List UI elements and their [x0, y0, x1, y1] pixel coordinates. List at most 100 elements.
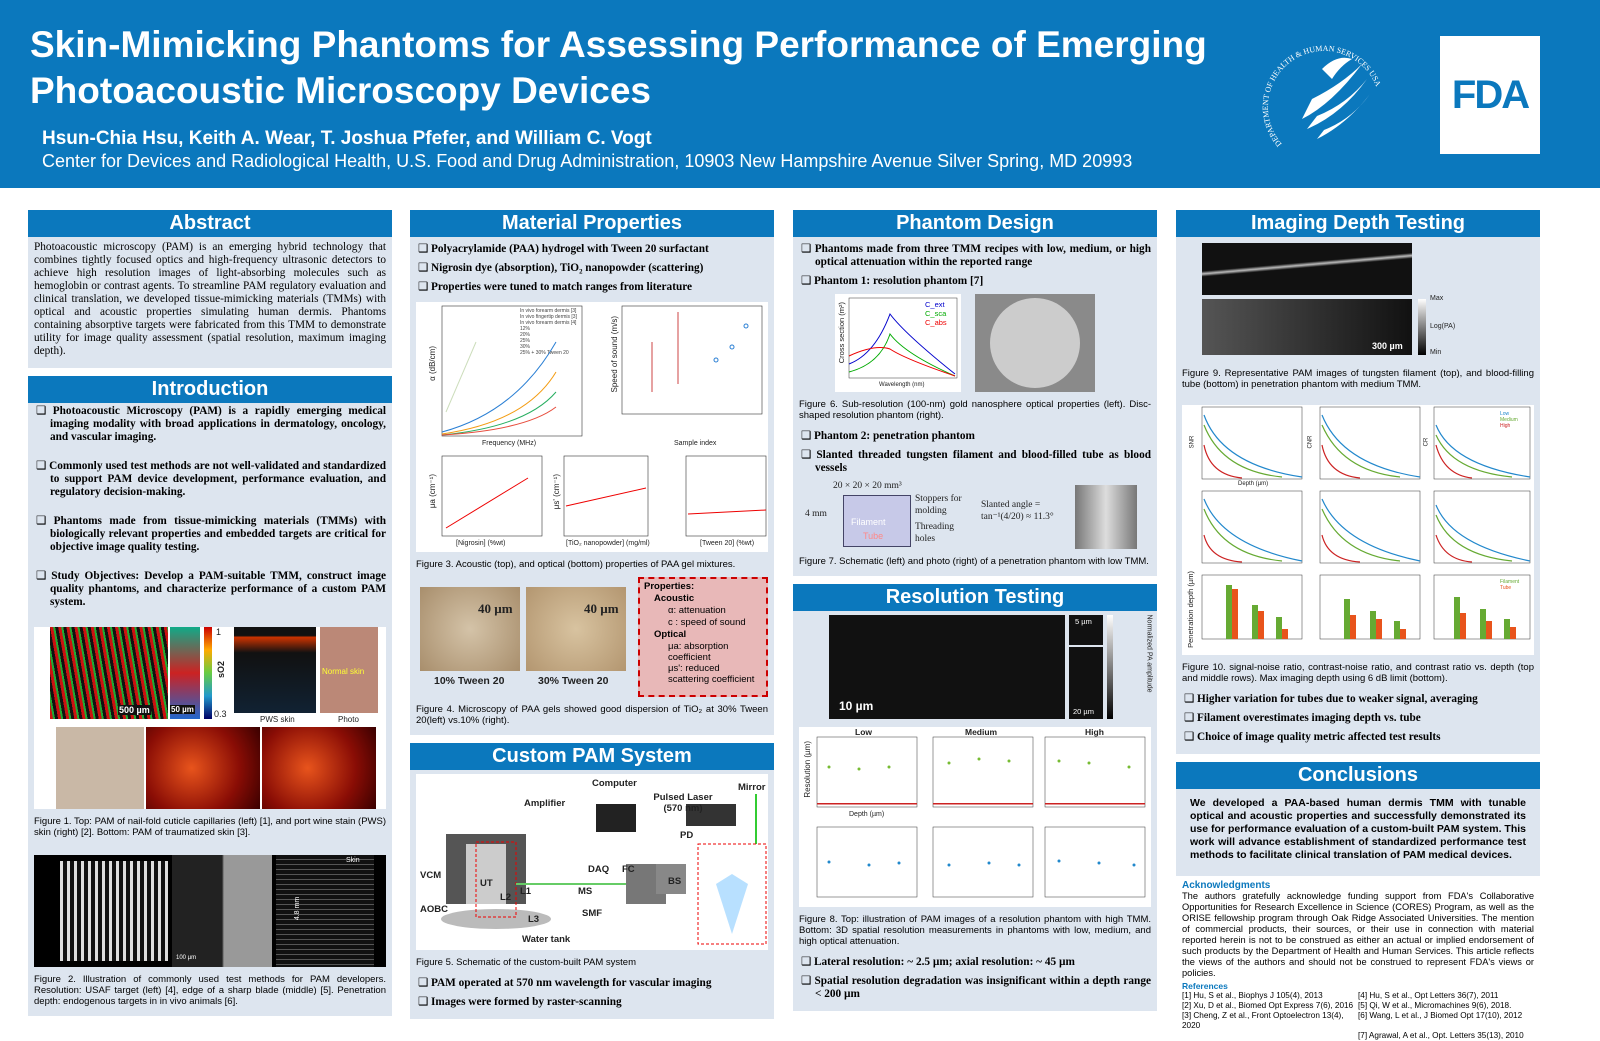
- legend-entry: 30%: [520, 344, 531, 350]
- reference-item: [5] Qi, W et al., Micromachines 9(6), 20…: [1358, 1001, 1512, 1010]
- so2-colorbar: [204, 627, 212, 719]
- figure-1-caption: Figure 1. Top: PAM of nail-fold cuticle …: [34, 816, 386, 838]
- depth-metric-plots: [1201, 406, 1531, 640]
- figure-7: 20 × 20 × 20 mm³ 4 mm Filament Tube Stop…: [799, 481, 1151, 551]
- legend-entry: In vivo forearm dermis [4]: [520, 320, 577, 326]
- figure-4: 40 µm 10% Tween 20 40 µm 30% Tween 20 Pr…: [416, 577, 768, 697]
- capillary-image: [50, 627, 168, 719]
- axis-label: [TiO₂ nanopowder] (mg/ml): [566, 540, 650, 547]
- figure-6: Cross section (m²) C_ext C_sca C_abs Wav…: [799, 294, 1151, 394]
- legend-entry: C_abs: [925, 318, 947, 327]
- figure-6-caption: Figure 6. Sub-resolution (100-nm) gold n…: [799, 399, 1151, 421]
- resolution-plots: [816, 736, 1146, 898]
- legend-entry: 20%: [520, 332, 531, 338]
- tube-label: Tube: [863, 531, 884, 541]
- depth-heading: Imaging Depth Testing: [1176, 210, 1540, 237]
- reference-item: [2] Xu, D et al., Biomed Opt Express 7(6…: [1182, 1001, 1354, 1010]
- depth-section: Imaging Depth Testing 300 µm Max Log(PA)…: [1176, 210, 1540, 754]
- component-label: MS: [578, 886, 593, 897]
- depth-bullet: Filament overestimates imaging depth vs.…: [1176, 710, 1540, 729]
- hhs-seal-logo: DEPARTMENT OF HEALTH & HUMAN SERVICES US…: [1262, 44, 1383, 149]
- affiliation: Center for Devices and Radiological Heal…: [42, 151, 1133, 171]
- figure-3-caption: Figure 3. Acoustic (top), and optical (b…: [416, 559, 736, 570]
- acknowledgments-heading: Acknowledgments: [1182, 880, 1271, 891]
- pam-bullet: Images were formed by raster-scanning: [410, 994, 774, 1013]
- phantom-design-section: Phantom Design Phantoms made from three …: [793, 210, 1157, 576]
- legend-entry: C_ext: [925, 300, 945, 309]
- component-label: VCM: [420, 870, 442, 881]
- intro-bullet: Commonly used test methods are not well-…: [28, 458, 392, 503]
- poster-title: Skin-Mimicking Phantoms for Assessing Pe…: [30, 24, 1207, 111]
- stoppers-label: Stoppers for molding: [915, 494, 962, 516]
- lateral-zoom: [1069, 615, 1103, 645]
- skin-label: Skin: [346, 857, 360, 864]
- material-bullet: Polyacrylamide (PAA) hydrogel with Tween…: [410, 241, 774, 260]
- component-label: Amplifier: [524, 798, 566, 809]
- pam-system-heading: Custom PAM System: [410, 743, 774, 770]
- phantom-bullet: Phantom 1: resolution phantom [7]: [793, 273, 1157, 292]
- figure-3: α (dB/cm) Speed of sound (m/s) μa (cm⁻¹)…: [416, 302, 768, 552]
- traumatized-pam-1: [146, 727, 260, 809]
- component-label: L2: [500, 892, 512, 903]
- scale-label: 300 µm: [1372, 341, 1403, 351]
- dimension-label: 20 × 20 × 20 mm³: [833, 481, 902, 491]
- scale-label: 5 µm: [1075, 617, 1092, 626]
- legend-entry: Tube: [1500, 585, 1512, 591]
- reference-item: [7] Agrawal, A et al., Opt. Letters 35(1…: [1358, 1031, 1524, 1040]
- colorbar-label: sO2: [216, 661, 226, 679]
- figure-10-caption: Figure 10. signal-noise ratio, contrast-…: [1182, 662, 1534, 684]
- axis-label: μs' (cm⁻¹): [552, 474, 561, 510]
- introduction-heading: Introduction: [28, 376, 392, 403]
- depth-label: 4 mm: [805, 509, 827, 519]
- figure-5: Computer Mirror Amplifier Pulsed Laser (…: [416, 774, 768, 950]
- axis-label: Speed of sound (m/s): [610, 316, 619, 393]
- resolution-bullet: Lateral resolution: ~ 2.5 µm; axial reso…: [793, 954, 1157, 973]
- properties-subheading: Acoustic: [654, 593, 695, 604]
- depth-image: [276, 855, 374, 967]
- reference-item: [3] Cheng, Z et al., Front Optoelectron …: [1182, 1011, 1344, 1030]
- pws-image: [234, 627, 316, 713]
- scale-label: 100 µm: [176, 955, 197, 961]
- tube-image: [1202, 299, 1412, 355]
- resolution-phantom-photo: [975, 294, 1095, 392]
- abstract-section: Abstract Photoacoustic microscopy (PAM) …: [28, 210, 392, 368]
- axis-label: [Nigrosin] (%wt): [456, 540, 506, 547]
- figure-8-caption: Figure 8. Top: illustration of PAM image…: [799, 914, 1151, 947]
- axis-label: Wavelength (nm): [879, 382, 925, 388]
- axis-label: [Tween 20] (%wt): [700, 540, 755, 547]
- blade-edge-image: [172, 855, 272, 967]
- legend-entry: 25% + 30% Tween 20: [520, 350, 569, 356]
- component-label: Pulsed Laser (570 nm): [653, 792, 713, 814]
- properties-box: Properties: Acoustic α: attenuation c : …: [638, 577, 768, 697]
- legend-entry: C_sca: [925, 309, 947, 318]
- legend-entry: In vivo fingertip dermis [3]: [520, 314, 577, 320]
- legend-entry: Low: [1500, 411, 1510, 417]
- resolution-heading: Resolution Testing: [793, 584, 1157, 611]
- component-label: FC: [622, 864, 635, 875]
- abstract-text: Photoacoustic microscopy (PAM) is an eme…: [34, 241, 386, 357]
- axis-label: Resolution (µm): [803, 741, 812, 798]
- legend-entry: In vivo forearm dermis [3]: [520, 308, 577, 314]
- intro-bullet: Study Objectives: Develop a PAM-suitable…: [28, 568, 392, 613]
- depth-label: 4.8 mm: [294, 896, 302, 921]
- log-pa-colorbar: [1418, 299, 1426, 355]
- reference-item: [4] Hu, S et al., Opt Letters 36(7), 201…: [1358, 991, 1499, 1000]
- high-label: High: [1085, 727, 1104, 737]
- depth-bullet: Higher variation for tubes due to weaker…: [1176, 691, 1540, 710]
- traumatized-pam-2: [262, 727, 376, 809]
- component-label: AOBC: [420, 904, 448, 915]
- colorbar-min: 0.3: [214, 709, 227, 719]
- pa-colorbar: [1107, 615, 1113, 719]
- figure-2-caption: Figure 2. Illustration of commonly used …: [34, 974, 386, 1007]
- threading-label: Threading holes: [915, 522, 955, 544]
- resolution-section: Resolution Testing 10 µm 5 µm 20 µm Norm…: [793, 584, 1157, 1011]
- conclusions-heading: Conclusions: [1176, 762, 1540, 789]
- image-label: 30% Tween 20: [538, 675, 609, 687]
- colorbar-label: Log(PA): [1430, 323, 1456, 330]
- properties-subheading: Optical: [654, 629, 687, 640]
- penetration-phantom-photo: [1075, 485, 1137, 549]
- legend-entry: Filament: [1500, 579, 1520, 585]
- intro-bullet: Photoacoustic Microscopy (PAM) is a rapi…: [28, 403, 392, 448]
- conclusions-text: We developed a PAA-based human dermis TM…: [1190, 797, 1526, 861]
- phantom-bullet: Phantom 2: penetration phantom: [793, 428, 1157, 447]
